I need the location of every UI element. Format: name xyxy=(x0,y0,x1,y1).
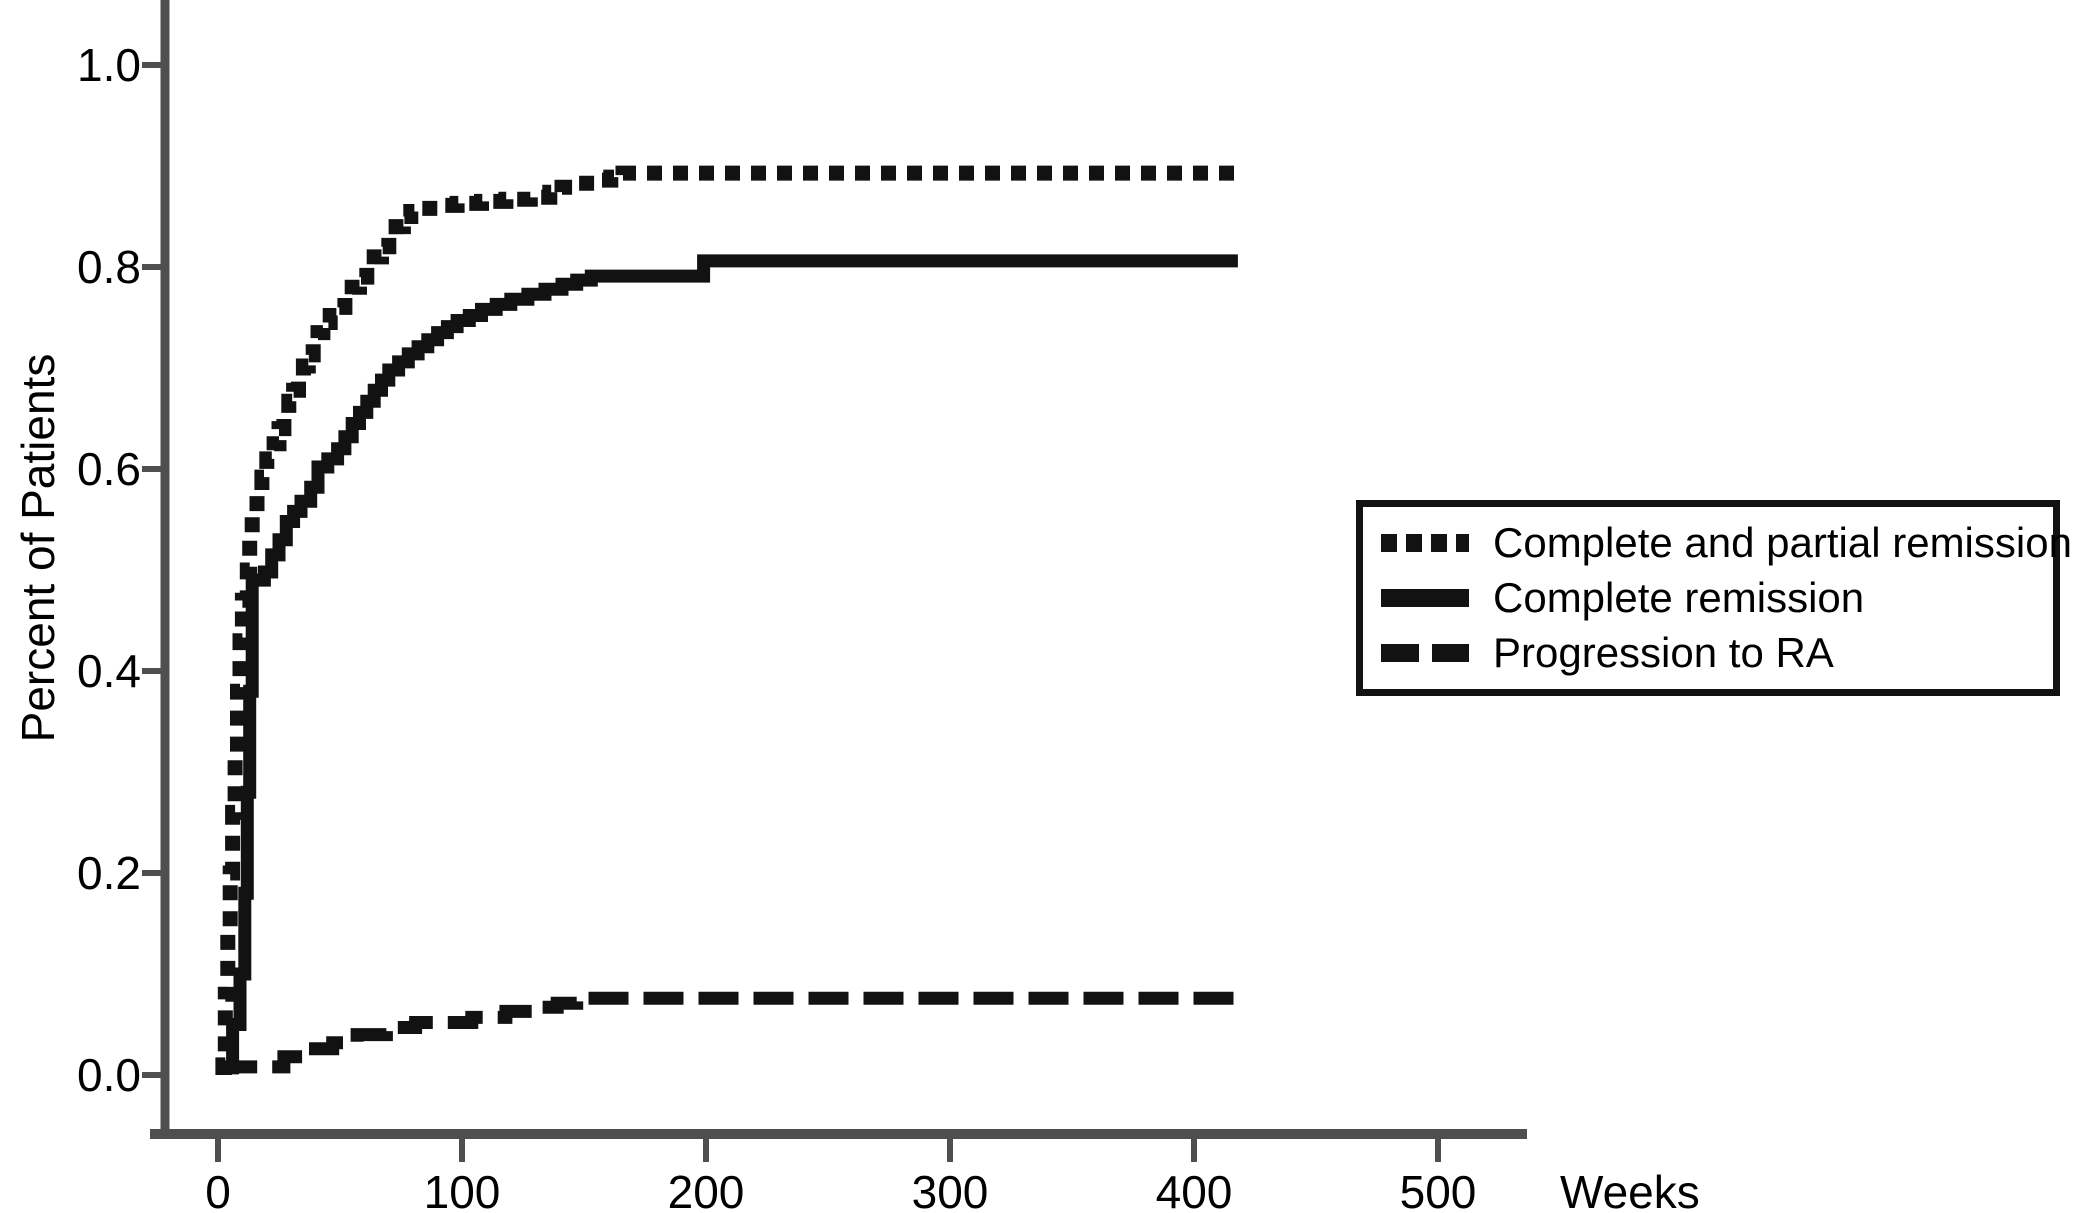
x-tick-label-200: 200 xyxy=(668,1166,745,1213)
y-tick-label-1.0: 1.0 xyxy=(77,39,141,91)
x-tick-label-400: 400 xyxy=(1156,1166,1233,1213)
legend-label: Progression to RA xyxy=(1493,629,1834,677)
x-tick-label-0: 0 xyxy=(205,1166,231,1213)
dashed-line-swatch xyxy=(1381,644,1469,663)
y-axis-title: Percent of Patients xyxy=(12,354,64,743)
y-tick-label-0.4: 0.4 xyxy=(77,645,141,697)
x-tick-label-100: 100 xyxy=(424,1166,501,1213)
legend-row-progression-to-ra: Progression to RA xyxy=(1379,629,2047,677)
y-tick-label-0.0: 0.0 xyxy=(77,1049,141,1101)
legend-label: Complete and partial remission xyxy=(1493,518,2072,566)
legend-label: Complete remission xyxy=(1493,573,1865,621)
legend-box: Complete and partial remission Complete … xyxy=(1356,500,2072,696)
x-tick-label-300: 300 xyxy=(912,1166,989,1213)
x-axis-title: Weeks xyxy=(1560,1166,1700,1213)
y-tick-label-0.2: 0.2 xyxy=(77,847,141,899)
dotted-line-swatch xyxy=(1381,533,1469,552)
solid-line-swatch xyxy=(1381,588,1469,607)
series-path-progression-to-ra xyxy=(218,991,1238,1075)
y-tick-label-0.8: 0.8 xyxy=(77,241,141,293)
y-tick-label-0.6: 0.6 xyxy=(77,443,141,495)
x-tick-label-500: 500 xyxy=(1400,1166,1477,1213)
legend-row-complete-and-partial-remission: Complete and partial remission xyxy=(1379,519,2072,567)
series-path-complete-and-partial-remission xyxy=(215,165,1238,1075)
legend-row-complete-remission: Complete remission xyxy=(1379,574,2047,622)
series-path-complete-remission xyxy=(218,254,1238,1075)
